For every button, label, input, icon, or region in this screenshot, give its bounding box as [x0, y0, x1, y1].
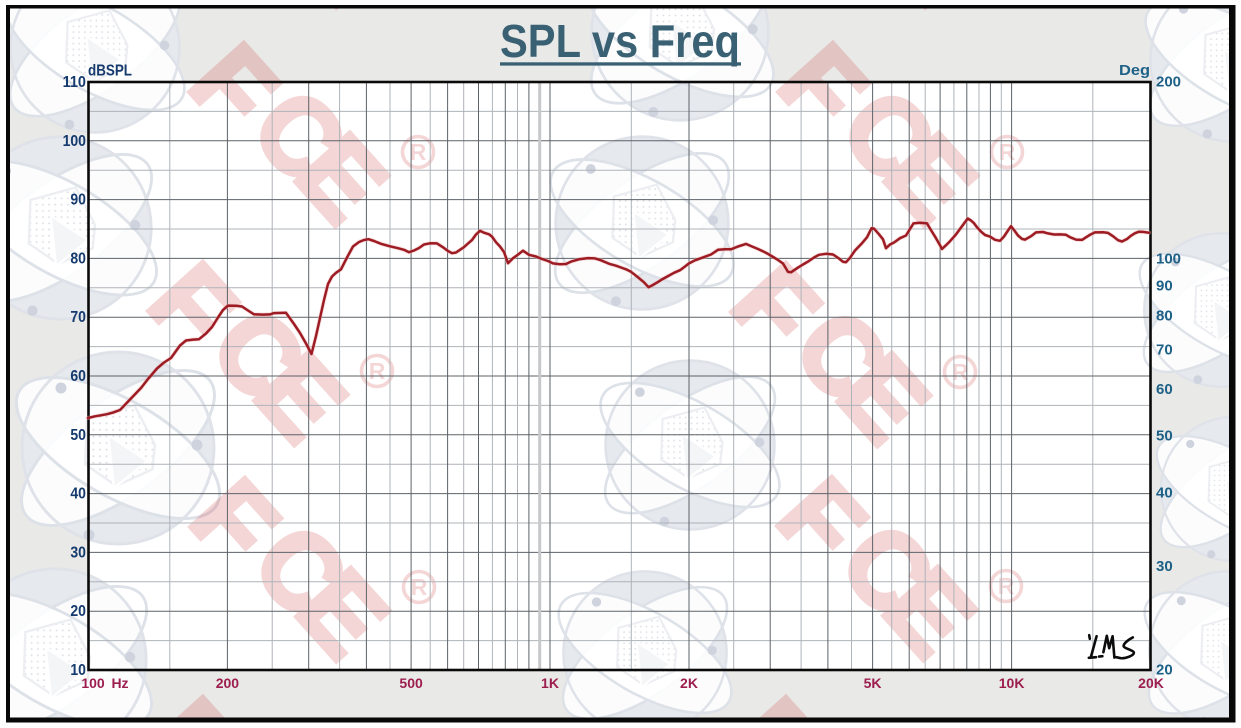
- svg-text:1K: 1K: [541, 675, 559, 691]
- svg-text:200: 200: [216, 675, 240, 691]
- svg-text:30: 30: [1156, 558, 1173, 575]
- svg-text:100: 100: [63, 133, 86, 150]
- svg-text:20: 20: [70, 603, 86, 620]
- svg-text:90: 90: [70, 192, 86, 209]
- svg-text:60: 60: [1156, 381, 1173, 398]
- svg-text:80: 80: [70, 250, 86, 267]
- svg-text:5K: 5K: [864, 675, 882, 691]
- svg-text:dBSPL: dBSPL: [88, 63, 132, 80]
- svg-text:100: 100: [81, 675, 105, 691]
- svg-text:50: 50: [1156, 428, 1173, 445]
- svg-text:40: 40: [70, 486, 86, 503]
- svg-text:10K: 10K: [999, 675, 1025, 691]
- svg-text:80: 80: [1156, 308, 1173, 325]
- svg-text:SPL vs Freq: SPL vs Freq: [500, 15, 740, 67]
- svg-text:20: 20: [1156, 662, 1173, 679]
- svg-text:500: 500: [399, 675, 423, 691]
- svg-text:100: 100: [1156, 251, 1181, 268]
- svg-text:30: 30: [70, 544, 86, 561]
- svg-text:110: 110: [63, 74, 86, 91]
- svg-text:Deg: Deg: [1119, 62, 1150, 79]
- svg-text:90: 90: [1156, 277, 1173, 294]
- svg-text:2K: 2K: [680, 675, 698, 691]
- svg-text:200: 200: [1156, 74, 1181, 91]
- svg-text:10: 10: [70, 662, 86, 679]
- svg-text:Hz: Hz: [111, 675, 128, 691]
- svg-text:50: 50: [70, 427, 86, 444]
- svg-text:20K: 20K: [1138, 675, 1164, 691]
- svg-text:60: 60: [70, 368, 86, 385]
- svg-text:70: 70: [70, 309, 86, 326]
- svg-text:40: 40: [1156, 485, 1173, 502]
- svg-text:70: 70: [1156, 342, 1173, 359]
